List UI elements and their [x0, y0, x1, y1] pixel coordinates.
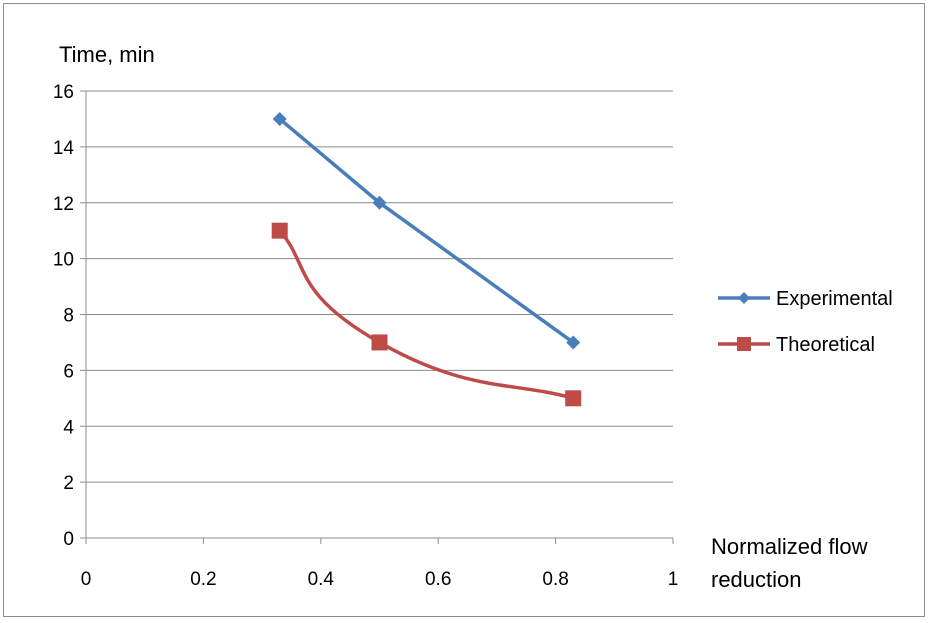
x-tick-label-0: 0 [81, 569, 92, 590]
y-tick-label-4: 4 [63, 417, 74, 438]
axes [80, 90, 674, 544]
legend-marker-theoretical [737, 337, 751, 351]
y-tick-label-6: 6 [63, 361, 74, 382]
x-tick-label-0.6: 0.6 [425, 569, 451, 590]
legend-label-experimental: Experimental [776, 288, 893, 310]
x-tick-label-1: 1 [668, 569, 679, 590]
y-tick-label-10: 10 [53, 250, 74, 271]
y-tick-label-8: 8 [63, 306, 74, 327]
x-tick-label-0.8: 0.8 [542, 569, 568, 590]
data-point-experimental-0 [272, 111, 287, 126]
data-point-experimental-1 [372, 195, 387, 210]
data-point-theoretical-0 [271, 222, 288, 239]
x-tick-labels: 0 0.2 0.4 0.6 0.8 1 [81, 569, 679, 590]
legend-marker-experimental [738, 292, 750, 304]
series-layer [271, 111, 582, 407]
y-tick-label-14: 14 [53, 138, 75, 159]
legend-label-theoretical: Theoretical [776, 334, 875, 356]
x-axis-label-line-1: Normalized flow [711, 534, 868, 559]
data-point-theoretical-1 [371, 334, 388, 351]
x-tick-label-0.4: 0.4 [308, 569, 335, 590]
y-tick-label-12: 12 [53, 194, 74, 215]
chart-frame [3, 3, 925, 617]
series-line-experimental [278, 117, 575, 344]
data-point-theoretical-2 [565, 390, 582, 407]
y-tick-label-16: 16 [53, 82, 74, 103]
y-tick-label-0: 0 [63, 529, 74, 550]
data-point-experimental-2 [566, 335, 581, 350]
y-axis-label: Time, min [59, 42, 155, 67]
gridlines [86, 90, 673, 483]
x-tick-label-0.2: 0.2 [190, 569, 216, 590]
y-tick-label-2: 2 [63, 473, 74, 494]
legend: Experimental Theoretical [718, 288, 893, 356]
x-axis-label-line-2: reduction [711, 567, 802, 592]
y-tick-labels: 0 2 4 6 8 10 12 14 16 [53, 82, 75, 550]
